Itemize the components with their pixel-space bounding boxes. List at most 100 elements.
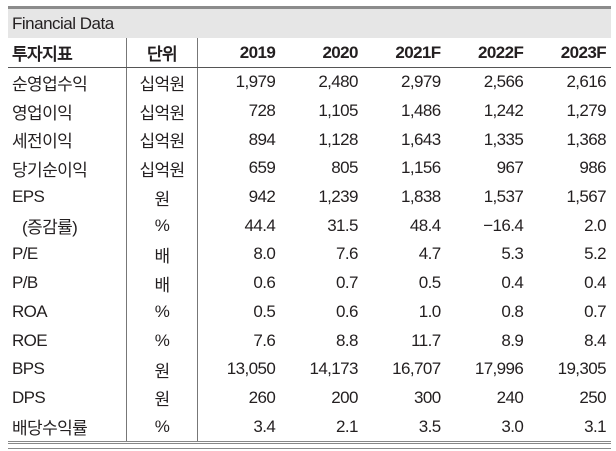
- value-cell: 8.8: [336, 330, 358, 350]
- value-cell: 0.7: [336, 273, 358, 293]
- value-cell: 1,105: [318, 101, 358, 121]
- table-row: 순영업수익 십억원 1,979 2,480 2,979 2,566 2,616: [8, 67, 611, 97]
- value-cell: 0.6: [253, 273, 276, 293]
- value-cell: 11.7: [411, 330, 441, 350]
- column-header: 2019: [197, 38, 281, 68]
- value-cell: 1,242: [483, 101, 524, 121]
- value-cell: 1,156: [401, 158, 441, 178]
- row-unit: 배: [126, 268, 198, 298]
- value-cell: 728: [248, 101, 276, 121]
- value-cell: 1,486: [401, 101, 441, 121]
- row-unit: 십억원: [126, 67, 198, 97]
- row-label: 당기순이익: [8, 154, 127, 183]
- value-cell: 894: [248, 129, 276, 149]
- table-row: ROA% 0.5 0.6 1.0 0.8 0.7: [8, 297, 611, 327]
- value-cell: 5.2: [584, 244, 606, 264]
- value-cell: 1,368: [566, 129, 606, 149]
- table-row: BPS 원 13,050 14,173 16,707 17,996 19,305: [8, 354, 611, 384]
- row-unit: 원: [126, 354, 198, 384]
- value-cell: −16.4: [483, 215, 524, 235]
- value-cell: 1,279: [566, 101, 606, 121]
- value-cell: 2,616: [566, 72, 606, 92]
- value-cell: 3.5: [362, 412, 446, 442]
- value-cell: 659: [248, 158, 276, 178]
- table-row: P/B 배 0.6 0.7 0.5 0.4 0.4: [8, 268, 611, 298]
- value-cell: 0.4: [501, 273, 524, 293]
- row-label: 세전이익: [8, 125, 127, 155]
- value-cell: 14,173: [309, 359, 358, 379]
- value-cell: 805: [331, 158, 358, 178]
- value-cell: 1,239: [318, 187, 358, 207]
- row-unit: 원: [126, 182, 198, 212]
- value-cell: 8.4: [584, 330, 606, 350]
- financial-data-table: 투자지표 단위 2019 2020 2021F 2022F 2023F 순영업수익 십억원 1,…: [8, 38, 611, 442]
- table-row: 영업이익 십억원 728 1,105 1,486 1,242 1,279: [8, 96, 611, 126]
- value-cell: 44.4: [244, 215, 276, 235]
- value-cell: 240: [496, 387, 524, 407]
- value-cell: 1.0: [418, 301, 441, 321]
- value-cell: 8.0: [253, 244, 276, 264]
- table-row: DPS 원 260 200 300 240 250: [8, 383, 611, 413]
- financial-data-table-container: Financial Data 투자지표 단위 2019 2020 2021F 2022F 2…: [8, 6, 611, 449]
- value-cell: 986: [579, 158, 606, 178]
- value-cell: 7.6: [336, 244, 358, 264]
- bottom-rule: [8, 442, 611, 449]
- value-cell: 250: [579, 387, 606, 407]
- row-label: 영업이익: [8, 96, 127, 126]
- value-cell: 260: [248, 387, 276, 407]
- value-cell: 1,979: [235, 72, 276, 92]
- table-row: EPS 원 942 1,239 1,838 1,537 1,567: [8, 182, 611, 212]
- table-title: Financial Data: [8, 9, 611, 38]
- table-row: (증감률)% 44.4 31.5 48.4 −16.4 2.0: [8, 211, 611, 241]
- value-cell: 2.1: [280, 412, 363, 442]
- value-cell: 19,305: [557, 359, 607, 379]
- row-label: (증감률): [8, 211, 127, 241]
- value-cell: 1,537: [483, 187, 524, 207]
- value-cell: 0.8: [501, 301, 524, 321]
- row-label: DPS: [8, 383, 127, 413]
- table-row: ROE% 7.6 8.8 11.7 8.9 8.4: [8, 326, 611, 355]
- value-cell: 16,707: [392, 359, 441, 379]
- value-cell: 48.4: [409, 215, 441, 235]
- value-cell: 5.3: [501, 244, 524, 264]
- row-label: BPS: [8, 354, 127, 384]
- value-cell: 2,979: [401, 72, 441, 92]
- row-label: P/B: [8, 268, 127, 298]
- value-cell: 3.4: [197, 412, 281, 442]
- value-cell: 8.9: [501, 330, 524, 350]
- table-row: P/E 배 8.0 7.6 4.7 5.3 5.2: [8, 240, 611, 269]
- value-cell: 1,335: [483, 129, 524, 149]
- value-cell: 0.5: [418, 273, 441, 293]
- row-label: ROE: [8, 326, 127, 355]
- row-unit: 원: [126, 383, 198, 413]
- value-cell: 2.0: [584, 215, 606, 235]
- row-label: P/E: [8, 240, 127, 269]
- value-cell: 1,128: [318, 129, 358, 149]
- row-unit: %: [126, 412, 198, 442]
- value-cell: 2,480: [318, 72, 358, 92]
- value-cell: 300: [413, 387, 441, 407]
- row-unit: 십억원: [126, 96, 198, 126]
- value-cell: 0.5: [253, 301, 276, 321]
- value-cell: 967: [496, 158, 524, 178]
- row-unit: 십억원: [126, 154, 198, 183]
- value-cell: 0.4: [584, 273, 606, 293]
- value-cell: 13,050: [226, 359, 276, 379]
- table-row: 당기순이익 십억원 659 805 1,156 967 986: [8, 154, 611, 183]
- value-cell: 1,643: [401, 129, 441, 149]
- value-cell: 3.1: [528, 412, 611, 442]
- value-cell: 200: [331, 387, 358, 407]
- row-unit: 십억원: [126, 125, 198, 155]
- row-unit: %: [126, 211, 198, 241]
- value-cell: 0.6: [336, 301, 358, 321]
- column-header: 2022F: [445, 38, 529, 68]
- column-header: 투자지표: [8, 38, 127, 68]
- row-unit: 배: [126, 240, 198, 269]
- value-cell: 31.5: [327, 215, 358, 235]
- value-cell: 3.0: [445, 412, 529, 442]
- value-cell: 17,996: [474, 359, 524, 379]
- value-cell: 4.7: [418, 244, 441, 264]
- value-cell: 1,838: [401, 187, 441, 207]
- column-header: 단위: [126, 38, 198, 68]
- row-label: 배당수익률: [8, 412, 127, 442]
